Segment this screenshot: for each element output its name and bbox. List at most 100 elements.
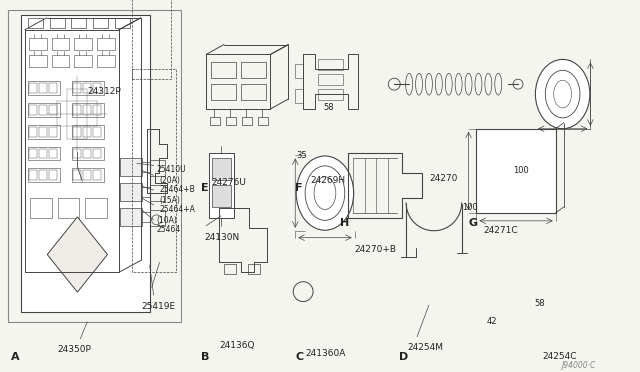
Text: 24312P: 24312P bbox=[87, 87, 121, 96]
Bar bbox=[241, 84, 266, 100]
Text: 24276U: 24276U bbox=[211, 178, 246, 187]
Bar bbox=[49, 105, 56, 115]
Bar bbox=[29, 55, 47, 67]
Bar bbox=[211, 62, 236, 78]
Text: 24136Q: 24136Q bbox=[219, 341, 255, 350]
Bar bbox=[83, 127, 92, 137]
Bar bbox=[72, 169, 104, 182]
Bar bbox=[49, 148, 56, 158]
Bar bbox=[49, 127, 56, 137]
Bar bbox=[74, 55, 92, 67]
Text: 24270: 24270 bbox=[429, 174, 458, 183]
Bar bbox=[21, 15, 150, 312]
Text: 24130N: 24130N bbox=[204, 233, 239, 242]
Text: 24270+B: 24270+B bbox=[355, 245, 397, 254]
Text: (20A): (20A) bbox=[159, 176, 180, 185]
Bar bbox=[318, 89, 343, 100]
Text: 24269H: 24269H bbox=[310, 176, 345, 185]
Bar bbox=[49, 83, 56, 93]
Bar bbox=[39, 127, 47, 137]
Bar bbox=[318, 74, 343, 85]
Bar bbox=[212, 158, 231, 180]
Bar bbox=[50, 18, 65, 28]
Bar bbox=[28, 147, 60, 160]
Bar bbox=[39, 83, 47, 93]
Bar bbox=[74, 148, 81, 158]
Bar bbox=[28, 125, 60, 139]
Text: 25464+B: 25464+B bbox=[159, 185, 195, 194]
Bar bbox=[93, 83, 101, 93]
Bar bbox=[72, 125, 104, 139]
Bar bbox=[295, 64, 303, 78]
Text: 100: 100 bbox=[461, 203, 477, 212]
Bar bbox=[211, 84, 236, 100]
Bar bbox=[74, 38, 92, 49]
Bar bbox=[39, 105, 47, 115]
Bar bbox=[39, 170, 47, 180]
Bar bbox=[29, 105, 36, 115]
Ellipse shape bbox=[536, 60, 590, 129]
Polygon shape bbox=[47, 217, 108, 292]
Bar bbox=[93, 148, 101, 158]
Bar bbox=[242, 117, 252, 125]
Text: 35: 35 bbox=[296, 151, 307, 160]
Bar bbox=[72, 81, 104, 95]
Bar bbox=[74, 105, 81, 115]
Text: 58: 58 bbox=[323, 103, 333, 112]
Bar bbox=[115, 18, 130, 28]
Bar bbox=[150, 160, 164, 176]
Text: 25419E: 25419E bbox=[141, 302, 176, 311]
Bar bbox=[93, 127, 101, 137]
Bar bbox=[93, 170, 101, 180]
Text: B: B bbox=[201, 352, 209, 362]
Bar bbox=[120, 208, 141, 226]
Bar bbox=[97, 55, 115, 67]
Bar bbox=[150, 185, 164, 201]
Bar bbox=[28, 18, 43, 28]
Text: 24271C: 24271C bbox=[483, 226, 518, 235]
Bar bbox=[58, 198, 79, 218]
Bar bbox=[209, 154, 234, 218]
Text: 25464: 25464 bbox=[157, 225, 181, 234]
Text: J94000·C: J94000·C bbox=[561, 362, 595, 371]
Bar bbox=[295, 89, 303, 103]
Bar bbox=[150, 210, 164, 226]
Text: 25464+A: 25464+A bbox=[159, 205, 195, 214]
Text: 42: 42 bbox=[486, 317, 497, 326]
Text: F: F bbox=[295, 183, 303, 193]
Bar bbox=[28, 103, 60, 117]
Text: (10A): (10A) bbox=[157, 216, 177, 225]
Text: 24254M: 24254M bbox=[407, 343, 443, 352]
Bar bbox=[83, 105, 92, 115]
Text: (15A): (15A) bbox=[159, 196, 180, 205]
Bar bbox=[52, 38, 70, 49]
Bar bbox=[29, 38, 47, 49]
Bar bbox=[241, 62, 266, 78]
Bar bbox=[52, 55, 70, 67]
Bar bbox=[476, 129, 556, 213]
Text: A: A bbox=[11, 352, 20, 362]
Bar bbox=[212, 185, 231, 207]
Bar bbox=[258, 117, 268, 125]
Text: 24350P: 24350P bbox=[58, 344, 92, 354]
Bar bbox=[28, 169, 60, 182]
Bar bbox=[30, 198, 52, 218]
Bar bbox=[29, 83, 36, 93]
Text: D: D bbox=[399, 352, 408, 362]
Text: H: H bbox=[340, 218, 349, 228]
Bar bbox=[83, 170, 92, 180]
Bar bbox=[85, 198, 107, 218]
Bar bbox=[29, 148, 36, 158]
Bar bbox=[72, 18, 86, 28]
Bar bbox=[74, 83, 81, 93]
Bar bbox=[28, 81, 60, 95]
Bar bbox=[8, 10, 181, 322]
Bar bbox=[120, 158, 141, 176]
Bar bbox=[248, 264, 260, 274]
Bar bbox=[74, 127, 81, 137]
Bar bbox=[97, 38, 115, 49]
Bar bbox=[132, 0, 172, 79]
Bar bbox=[83, 83, 92, 93]
Bar bbox=[318, 60, 343, 70]
Bar bbox=[120, 183, 141, 201]
